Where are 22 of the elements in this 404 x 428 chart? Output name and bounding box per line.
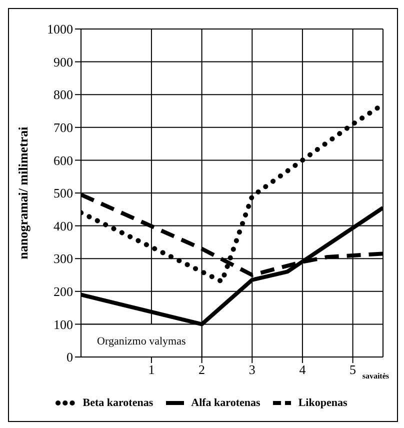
y-tick-label: 900 — [54, 54, 73, 70]
x-tick-label: 2 — [198, 362, 206, 378]
y-tick-label: 500 — [54, 186, 73, 201]
y-axis-title: nanogramai/ milimetrai — [16, 126, 31, 260]
y-tick-label: 0 — [66, 350, 73, 365]
legend-label: Alfa karotenas — [191, 397, 260, 409]
y-tick-label: 700 — [54, 120, 73, 136]
y-tick-label: 200 — [54, 284, 73, 300]
y-tick-label: 600 — [54, 152, 73, 168]
x-tick-label: 3 — [248, 362, 256, 378]
legend-label: Beta karotenas — [82, 397, 154, 409]
x-tick-label: 5 — [350, 362, 356, 378]
band-label: Organizmo valymas — [97, 336, 186, 348]
y-tick-label: 300 — [54, 251, 73, 266]
x-axis-title: savaitės — [362, 372, 389, 381]
x-tick-label: 4 — [299, 362, 306, 378]
y-tick-label: 1000 — [47, 22, 73, 37]
y-tick-label: 800 — [54, 87, 73, 102]
y-tick-label: 100 — [54, 316, 73, 332]
x-tick-label: 1 — [148, 362, 155, 378]
legend-label: Likopenas — [298, 397, 348, 409]
y-tick-label: 400 — [54, 218, 73, 234]
